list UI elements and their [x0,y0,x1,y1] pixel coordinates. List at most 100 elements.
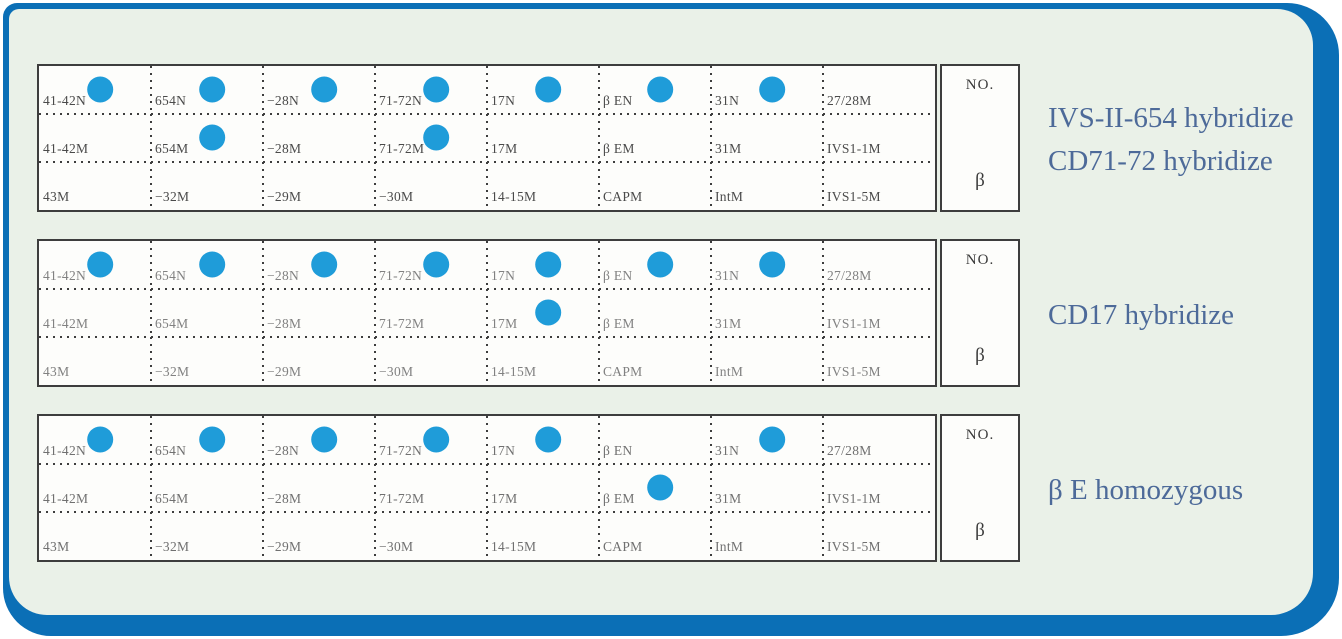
signal-dot [87,251,114,278]
probe-label: 71-72M [379,316,425,331]
probe-label: 41-42M [43,316,89,331]
probe-label: 27/28M [827,268,872,283]
strip-caption-line: β E homozygous [1048,473,1244,506]
probe-label: IVS1-5M [827,189,881,204]
probe-label: −29M [267,539,302,554]
grid-cell: −28M [262,463,375,512]
grid-cell: 17N [486,66,599,114]
probe-label: 41-42N [43,443,87,458]
grid-cell: −30M [374,511,487,560]
grid-cell: −28M [262,113,375,162]
grid-cell: 654N [150,66,263,114]
grid-cell: −32M [150,161,263,210]
grid-cell: β EM [598,288,711,337]
grid-cell: 41-42N [39,241,151,289]
grid-cell: 27/28M [822,416,935,464]
probe-grid: 41-42N 654N −28N 71-72N 17N β EN 31N 27/28M 41-4… [37,64,937,212]
signal-dot [199,426,226,453]
signal-dot [199,76,226,103]
grid-cell: IVS1-1M [822,288,935,337]
signal-dot [759,251,786,278]
strip-caption-line: IVS-II-654 hybridize [1048,102,1294,134]
strip-caption: β E homozygous [1048,416,1243,564]
probe-label: 43M [43,189,70,204]
grid-cell: −32M [150,511,263,560]
probe-label: β EN [603,93,633,108]
membrane-strip-3: 41-42N 654N −28N 71-72N 17N β EN 31N 27/28M 41-4… [37,414,1337,562]
probe-label: 31M [715,141,742,156]
probe-label: β EM [603,491,635,506]
beta-label: β [975,520,985,541]
signal-dot [759,76,786,103]
grid-cell: β EN [598,66,711,114]
signal-dot [535,426,562,453]
probe-label: −32M [155,539,190,554]
signal-dot [647,251,674,278]
probe-label: 17N [491,268,516,283]
probe-grid: 41-42N 654N −28N 71-72N 17N β EN 31N 27/28M 41-4… [37,239,937,387]
probe-label: β EN [603,268,633,283]
grid-cell: 71-72N [374,416,487,464]
probe-label: 71-72N [379,268,423,283]
probe-label: 17M [491,491,518,506]
grid-cell: −30M [374,161,487,210]
probe-label: 654M [155,141,189,156]
probe-label: 71-72N [379,93,423,108]
probe-label: −32M [155,364,190,379]
grid-cell: 43M [39,336,151,385]
probe-label: 41-42M [43,141,89,156]
grid-cell: CAPM [598,511,711,560]
probe-label: 71-72M [379,491,425,506]
grid-cell: 654M [150,113,263,162]
grid-cell: IVS1-1M [822,463,935,512]
grid-cell: 14-15M [486,161,599,210]
grid-cell: −30M [374,336,487,385]
probe-label: 41-42M [43,491,89,506]
probe-label: β EM [603,316,635,331]
probe-label: 41-42N [43,93,87,108]
grid-cell: 41-42N [39,416,151,464]
probe-label: IVS1-5M [827,364,881,379]
signal-dot [311,251,338,278]
grid-cell: 43M [39,161,151,210]
probe-label: −28N [267,93,300,108]
grid-cell: 71-72M [374,288,487,337]
probe-label: −30M [379,189,414,204]
signal-dot [535,251,562,278]
grid-cell: 71-72N [374,66,487,114]
grid-cell: 71-72M [374,113,487,162]
strip-caption-line: CD71-72 hybridize [1048,145,1273,177]
probe-label: IntM [715,189,744,204]
probe-label: −30M [379,539,414,554]
signal-dot [647,474,674,501]
probe-label: 14-15M [491,364,537,379]
probe-label: 31N [715,93,740,108]
probe-label: 31M [715,491,742,506]
grid-cell: IVS1-1M [822,113,935,162]
probe-label: −28M [267,316,302,331]
grid-cell: 27/28M [822,241,935,289]
probe-label: 71-72N [379,443,423,458]
probe-label: β EM [603,141,635,156]
grid-cell: −28M [262,288,375,337]
grid-cell: −29M [262,511,375,560]
grid-cell: β EM [598,113,711,162]
probe-label: CAPM [603,539,643,554]
probe-label: IVS1-1M [827,141,881,156]
probe-label: 27/28M [827,93,872,108]
grid-cell: 17M [486,463,599,512]
grid-cell: 654M [150,463,263,512]
probe-label: −32M [155,189,190,204]
grid-cell: −29M [262,161,375,210]
probe-label: IntM [715,364,744,379]
grid-cell: −28N [262,416,375,464]
probe-label: 17N [491,93,516,108]
probe-label: −28M [267,491,302,506]
grid-cell: β EM [598,463,711,512]
probe-label: IVS1-1M [827,316,881,331]
probe-label: 17M [491,141,518,156]
grid-cell: IntM [710,161,823,210]
probe-label: 31N [715,268,740,283]
grid-cell: 71-72N [374,241,487,289]
signal-dot [87,426,114,453]
